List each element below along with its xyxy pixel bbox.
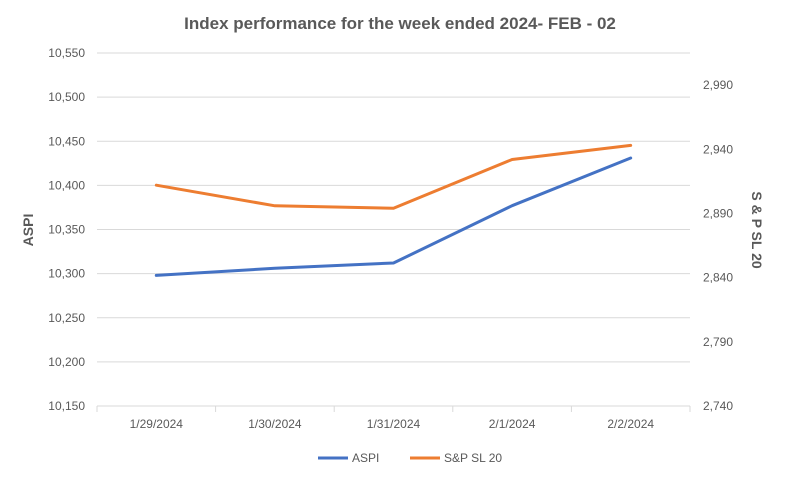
- left-tick-label: 10,250: [48, 311, 85, 325]
- left-axis-ticks: 10,150 10,200 10,250 10,300 10,350 10,400 10,4…: [48, 46, 85, 413]
- chart-title: Index performance for the week ended 202…: [184, 14, 616, 33]
- x-tick-label: 1/31/2024: [367, 417, 421, 431]
- left-tick-label: 10,450: [48, 134, 85, 148]
- left-tick-label: 10,400: [48, 178, 85, 192]
- right-tick-label: 2,840: [703, 271, 733, 285]
- x-tick-label: 2/1/2024: [489, 417, 536, 431]
- series-lines: [154, 143, 633, 277]
- x-tick-label: 1/30/2024: [248, 417, 302, 431]
- right-tick-label: 2,790: [703, 335, 733, 349]
- x-tick-label: 2/2/2024: [607, 417, 654, 431]
- x-tick-label: 1/29/2024: [130, 417, 184, 431]
- left-tick-label: 10,550: [48, 46, 85, 60]
- right-axis-ticks: 2,740 2,790 2,840 2,890 2,940 2,990: [703, 78, 733, 413]
- series-line-aspi: [154, 156, 633, 277]
- series-line-s-p-sl-20: [154, 143, 633, 210]
- left-tick-label: 10,500: [48, 90, 85, 104]
- right-tick-label: 2,940: [703, 142, 733, 156]
- right-tick-label: 2,740: [703, 399, 733, 413]
- left-tick-label: 10,200: [48, 355, 85, 369]
- right-axis-title: S & P SL 20: [749, 191, 765, 269]
- right-tick-label: 2,890: [703, 206, 733, 220]
- x-axis-ticks: 1/29/2024 1/30/2024 1/31/2024 2/1/2024 2/2/2…: [96, 406, 691, 431]
- legend-label-s-p-sl-20: S&P SL 20: [444, 451, 502, 465]
- left-tick-label: 10,150: [48, 399, 85, 413]
- left-axis-title: ASPI: [20, 214, 36, 247]
- right-tick-label: 2,990: [703, 78, 733, 92]
- gridlines: [97, 52, 690, 407]
- legend: ASPI S&P SL 20: [318, 451, 502, 465]
- legend-label-aspi: ASPI: [352, 451, 379, 465]
- left-tick-label: 10,300: [48, 267, 85, 281]
- left-tick-label: 10,350: [48, 223, 85, 237]
